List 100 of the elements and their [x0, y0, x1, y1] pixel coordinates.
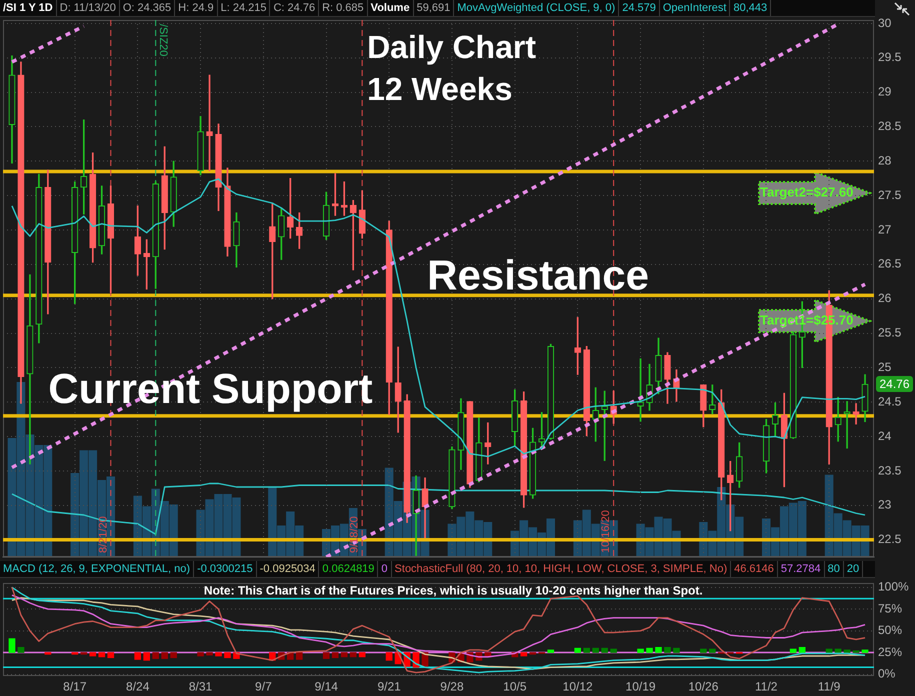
candlestick — [206, 74, 213, 172]
y-tick-label: 0% — [878, 666, 896, 681]
bar — [655, 646, 662, 653]
text: /SI 1 Y 1D — [0, 0, 57, 16]
text: 0 — [378, 561, 392, 577]
y-tick-label: 27.5 — [878, 188, 902, 202]
y-tick-label: 29.5 — [878, 50, 902, 64]
y-tick-label: 24.5 — [878, 394, 902, 408]
bar — [80, 652, 88, 655]
x-tick-label: 10/12 — [562, 680, 594, 694]
bar — [700, 648, 707, 653]
bar — [18, 646, 24, 653]
text: 59,691 — [414, 0, 454, 16]
y-tick-label: 29 — [878, 84, 892, 99]
y-tick-label: 25.5 — [878, 326, 902, 340]
x-tick-label: 8/17 — [63, 680, 87, 694]
bar — [673, 648, 680, 653]
bar — [72, 652, 78, 655]
bar — [798, 646, 806, 653]
bar — [170, 652, 177, 658]
y-tick-label: 27 — [878, 222, 892, 236]
text: 46.6146 — [731, 561, 778, 577]
bar — [646, 648, 653, 653]
y-tick-label: 23.5 — [878, 463, 902, 478]
text: 24.76 — [879, 376, 910, 391]
y-tick-label: 100% — [878, 580, 910, 594]
ref-line-label: 9/18/20 — [348, 516, 361, 553]
bar — [529, 652, 536, 655]
bar — [574, 648, 582, 653]
y-tick-label: 22.5 — [878, 532, 902, 546]
bar — [547, 650, 554, 653]
y-tick-label: 25 — [878, 360, 892, 374]
bar — [386, 652, 392, 661]
bar — [143, 652, 150, 661]
text: MACD (12, 26, 9, EXPONENTIAL, no) — [0, 561, 194, 577]
y-tick-label: 75% — [878, 601, 902, 616]
text: 80 — [824, 561, 844, 577]
chart-title: Daily Chart — [367, 29, 536, 65]
bar — [134, 652, 142, 660]
y-tick-label: 50% — [878, 623, 902, 638]
bar — [350, 652, 357, 658]
x-tick-label: 8/24 — [126, 680, 150, 694]
y-tick-label: 26.5 — [878, 256, 902, 271]
bar — [862, 650, 868, 653]
text: Volume — [368, 0, 414, 16]
bar — [197, 652, 204, 656]
text: O: 24.365 — [120, 0, 176, 16]
bar — [358, 652, 366, 658]
bar — [664, 646, 671, 653]
bar — [224, 652, 231, 658]
ref-line-label: Resistance — [427, 251, 649, 298]
y-tick-label: 28.5 — [878, 119, 902, 134]
bar — [206, 652, 213, 656]
bar — [8, 638, 16, 653]
x-tick-label: 9/21 — [377, 680, 402, 694]
y-tick-label: 26 — [878, 291, 892, 306]
x-tick-label: 9/7 — [255, 680, 272, 694]
bar — [583, 648, 590, 653]
candlestick — [852, 403, 860, 424]
bar — [637, 648, 644, 653]
x-tick-label: 10/26 — [688, 680, 719, 694]
text: D: 11/13/20 — [56, 0, 120, 16]
x-tick-label: 9/14 — [314, 680, 338, 694]
x-tick-label: 11/9 — [818, 680, 841, 694]
bar — [322, 652, 330, 659]
y-tick-label: 25% — [878, 644, 902, 659]
bar — [296, 652, 303, 660]
bar — [161, 652, 168, 659]
text: 57.2784 — [778, 561, 825, 577]
y-tick-label: 23 — [878, 498, 892, 512]
text: 80,443 — [730, 0, 772, 16]
y-tick-label: 30 — [878, 16, 892, 30]
bar — [790, 648, 797, 653]
text: -0.0925034 — [256, 561, 320, 577]
x-tick-label: 11/2 — [755, 680, 778, 694]
bar — [601, 648, 608, 653]
bar — [852, 650, 860, 653]
bar — [709, 648, 716, 653]
bar — [98, 652, 106, 658]
text: 12 Weeks — [367, 71, 512, 107]
annotation: Note: This Chart is of the Futures Prices, which is usually 10-20 cents higher than Spot. — [204, 583, 703, 598]
text: 24.579 — [619, 0, 660, 16]
bar — [332, 652, 339, 658]
text: MovAvgWeighted (CLOSE, 9, 0) — [454, 0, 620, 16]
x-tick-label: 9/28 — [440, 680, 464, 694]
x-tick-label: 8/31 — [188, 680, 213, 694]
bar — [520, 652, 528, 656]
y-tick-label: 24 — [878, 428, 892, 443]
ref-line-label: 8/21/20 — [97, 516, 110, 553]
x-tick-label: 10/19 — [626, 680, 656, 694]
ref-line-label: 10/16/20 — [600, 510, 612, 553]
text: 0.0624819 — [319, 561, 378, 577]
ref-line-label: /SIZ20 — [157, 24, 170, 56]
bar — [152, 652, 159, 659]
text: StochasticFull (80, 20, 10, 10, HIGH, LOW, CLOSE, 3, SIMPLE, No) — [392, 561, 732, 577]
bar — [89, 652, 96, 656]
text: C: 24.76 — [270, 0, 320, 16]
y-tick-label: 28 — [878, 153, 892, 168]
text: -0.0300215 — [194, 561, 257, 577]
bar — [340, 652, 348, 658]
